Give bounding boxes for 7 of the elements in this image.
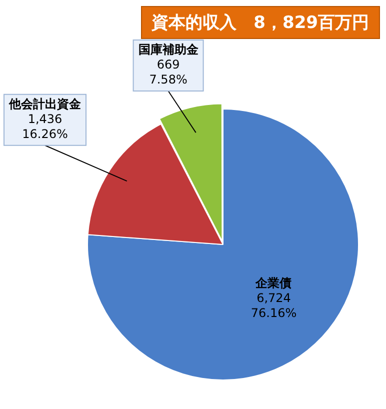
slice-label: 他会計出資金 bbox=[8, 97, 82, 112]
slice-label: 国庫補助金 bbox=[138, 42, 200, 57]
data-label: 669 7.58% bbox=[149, 58, 188, 87]
data-label: 1,436 16.26% bbox=[22, 112, 68, 142]
chart-title: 資本的収入 8，829百万円 bbox=[140, 6, 380, 39]
data-label: 6,724 76.16% bbox=[250, 291, 297, 320]
slice-label: 企業債 bbox=[254, 276, 292, 290]
